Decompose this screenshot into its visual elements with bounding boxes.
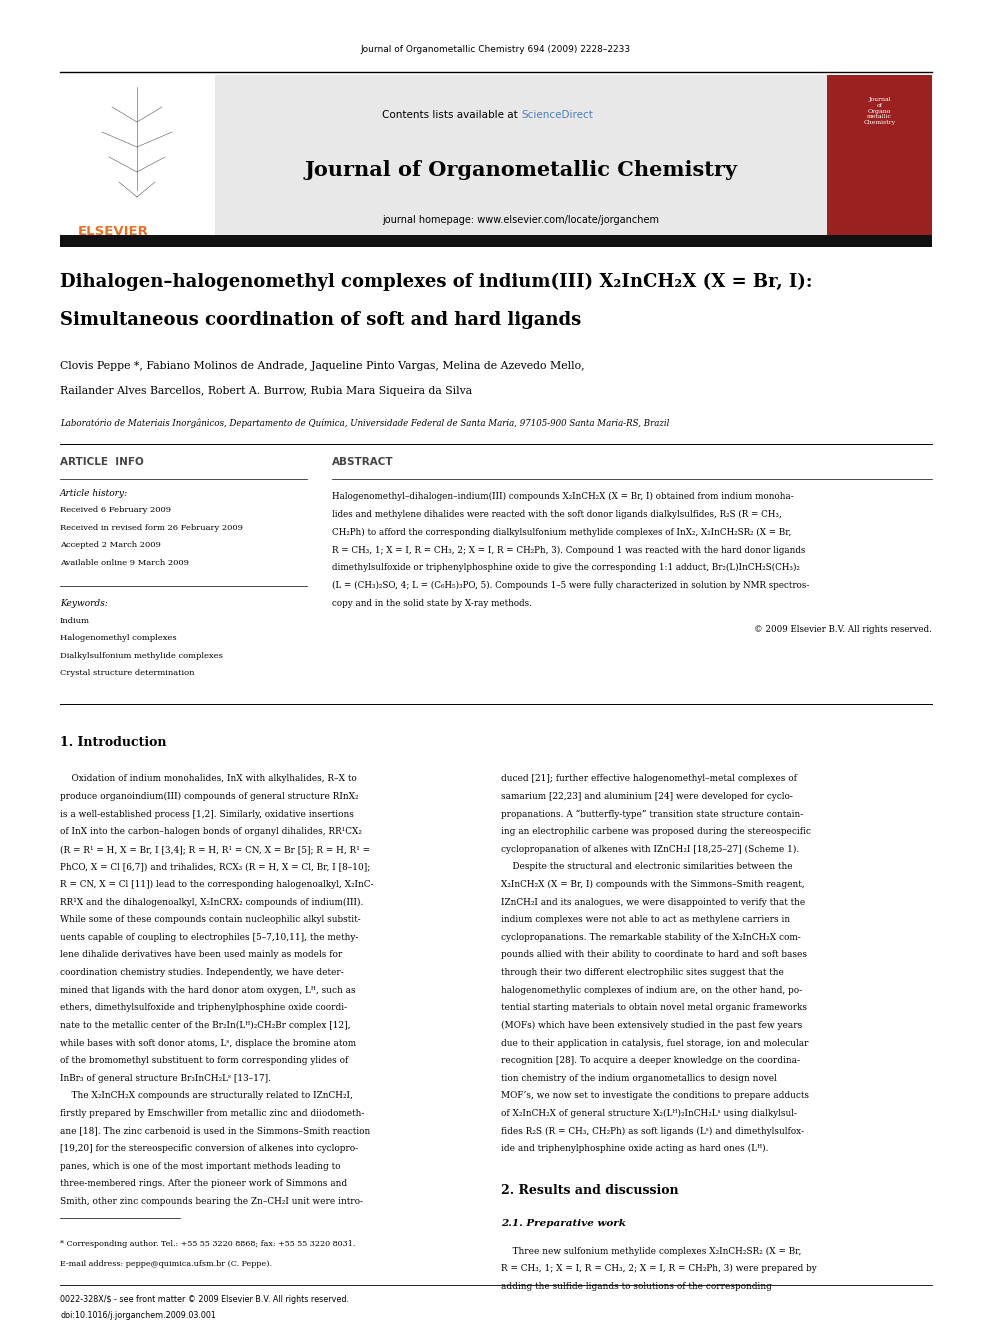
Text: Laboratório de Materiais Inorgânicos, Departamento de Química, Universidade Fede: Laboratório de Materiais Inorgânicos, De… [60,419,670,429]
Text: [19,20] for the stereospecific conversion of alkenes into cyclopro-: [19,20] for the stereospecific conversio… [60,1144,358,1154]
Text: ide and triphenylphosphine oxide acting as hard ones (Lᴴ).: ide and triphenylphosphine oxide acting … [501,1144,769,1154]
Text: nate to the metallic center of the Br₂In(Lᴴ)₂CH₂Br complex [12],: nate to the metallic center of the Br₂In… [60,1021,350,1031]
Text: ELSEVIER: ELSEVIER [78,225,149,238]
Text: © 2009 Elsevier B.V. All rights reserved.: © 2009 Elsevier B.V. All rights reserved… [754,624,932,634]
Text: cyclopropanation of alkenes with IZnCH₂I [18,25–27] (Scheme 1).: cyclopropanation of alkenes with IZnCH₂I… [501,845,800,855]
Text: 2. Results and discussion: 2. Results and discussion [501,1184,679,1197]
Text: MOF’s, we now set to investigate the conditions to prepare adducts: MOF’s, we now set to investigate the con… [501,1091,809,1101]
Text: of InX into the carbon–halogen bonds of organyl dihalides, RR¹CX₂: of InX into the carbon–halogen bonds of … [60,827,362,836]
Text: 1. Introduction: 1. Introduction [60,737,167,750]
Text: duced [21]; further effective halogenomethyl–metal complexes of: duced [21]; further effective halogenome… [501,774,797,783]
Text: 0022-328X/$ - see front matter © 2009 Elsevier B.V. All rights reserved.: 0022-328X/$ - see front matter © 2009 El… [60,1295,349,1304]
Text: cyclopropanations. The remarkable stability of the X₂InCH₂X com-: cyclopropanations. The remarkable stabil… [501,933,801,942]
Text: Journal of Organometallic Chemistry: Journal of Organometallic Chemistry [305,160,737,180]
Text: Simultaneous coordination of soft and hard ligands: Simultaneous coordination of soft and ha… [60,311,581,329]
Text: The X₂InCH₂X compounds are structurally related to IZnCH₂I,: The X₂InCH₂X compounds are structurally … [60,1091,353,1101]
Text: Accepted 2 March 2009: Accepted 2 March 2009 [60,541,161,549]
Text: while bases with soft donor atoms, Lˢ, displace the bromine atom: while bases with soft donor atoms, Lˢ, d… [60,1039,356,1048]
Text: due to their application in catalysis, fuel storage, ion and molecular: due to their application in catalysis, f… [501,1039,808,1048]
Text: CH₂Ph) to afford the corresponding dialkylsulfonium methylide complexes of InX₂,: CH₂Ph) to afford the corresponding dialk… [332,528,792,537]
Bar [60,235,932,247]
Text: Despite the structural and electronic similarities between the: Despite the structural and electronic si… [501,863,793,872]
Text: copy and in the solid state by X-ray methods.: copy and in the solid state by X-ray met… [332,599,532,607]
Text: doi:10.1016/j.jorganchem.2009.03.001: doi:10.1016/j.jorganchem.2009.03.001 [60,1311,216,1320]
Text: (MOFs) which have been extensively studied in the past few years: (MOFs) which have been extensively studi… [501,1021,803,1031]
Text: fides R₂S (R = CH₃, CH₂Ph) as soft ligands (Lˢ) and dimethylsulfox-: fides R₂S (R = CH₃, CH₂Ph) as soft ligan… [501,1126,804,1135]
Text: Available online 9 March 2009: Available online 9 March 2009 [60,560,189,568]
Text: (R = R¹ = H, X = Br, I [3,4]; R = H, R¹ = CN, X = Br [5]; R = H, R¹ =: (R = R¹ = H, X = Br, I [3,4]; R = H, R¹ … [60,845,370,853]
Text: ing an electrophilic carbene was proposed during the stereospecific: ing an electrophilic carbene was propose… [501,827,810,836]
Text: X₂InCH₂X (X = Br, I) compounds with the Simmons–Smith reagent,: X₂InCH₂X (X = Br, I) compounds with the … [501,880,805,889]
Text: lene dihalide derivatives have been used mainly as models for: lene dihalide derivatives have been used… [60,950,342,959]
Text: ABSTRACT: ABSTRACT [332,456,394,467]
Text: R = CH₃, 1; X = I, R = CH₃, 2; X = I, R = CH₂Ph, 3) were prepared by: R = CH₃, 1; X = I, R = CH₃, 2; X = I, R … [501,1265,816,1274]
Text: While some of these compounds contain nucleophilic alkyl substit-: While some of these compounds contain nu… [60,916,361,925]
Text: (L = (CH₃)₂SO, 4; L = (C₆H₅)₃PO, 5). Compounds 1–5 were fully characterized in s: (L = (CH₃)₂SO, 4; L = (C₆H₅)₃PO, 5). Com… [332,581,809,590]
Text: adding the sulfide ligands to solutions of the corresponding: adding the sulfide ligands to solutions … [501,1282,772,1291]
Text: halogenomethylic complexes of indium are, on the other hand, po-: halogenomethylic complexes of indium are… [501,986,803,995]
Text: * Corresponding author. Tel.: +55 55 3220 8868; fax: +55 55 3220 8031.: * Corresponding author. Tel.: +55 55 322… [60,1240,355,1248]
Text: propanations. A “butterfly-type” transition state structure contain-: propanations. A “butterfly-type” transit… [501,810,804,819]
Text: ScienceDirect: ScienceDirect [521,110,593,120]
Text: firstly prepared by Emschwiller from metallic zinc and diiodometh-: firstly prepared by Emschwiller from met… [60,1109,364,1118]
Text: InBr₃ of general structure Br₃InCH₂Lˢ [13–17].: InBr₃ of general structure Br₃InCH₂Lˢ [1… [60,1074,271,1082]
Text: R = CH₃, 1; X = I, R = CH₃, 2; X = I, R = CH₂Ph, 3). Compound 1 was reacted with: R = CH₃, 1; X = I, R = CH₃, 2; X = I, R … [332,545,806,554]
Text: ane [18]. The zinc carbenoid is used in the Simmons–Smith reaction: ane [18]. The zinc carbenoid is used in … [60,1126,370,1135]
Text: PhCO, X = Cl [6,7]) and trihalides, RCX₃ (R = H, X = Cl, Br, I [8–10];: PhCO, X = Cl [6,7]) and trihalides, RCX₃… [60,863,370,872]
Text: lides and methylene dihalides were reacted with the soft donor ligands dialkylsu: lides and methylene dihalides were react… [332,509,782,519]
Text: Three new sulfonium methylide complexes X₂InCH₂SR₂ (X = Br,: Three new sulfonium methylide complexes … [501,1246,802,1256]
Text: ARTICLE  INFO: ARTICLE INFO [60,456,144,467]
Text: Dialkylsulfonium methylide complexes: Dialkylsulfonium methylide complexes [60,652,223,660]
Text: uents capable of coupling to electrophiles [5–7,10,11], the methy-: uents capable of coupling to electrophil… [60,933,358,942]
Text: Article history:: Article history: [60,490,128,497]
Text: mined that ligands with the hard donor atom oxygen, Lᴴ, such as: mined that ligands with the hard donor a… [60,986,355,995]
Text: through their two different electrophilic sites suggest that the: through their two different electrophili… [501,968,784,978]
Text: indium complexes were not able to act as methylene carriers in: indium complexes were not able to act as… [501,916,790,925]
Text: Journal of Organometallic Chemistry 694 (2009) 2228–2233: Journal of Organometallic Chemistry 694 … [361,45,631,54]
Text: Smith, other zinc compounds bearing the Zn–CH₂I unit were intro-: Smith, other zinc compounds bearing the … [60,1197,363,1205]
Bar [215,75,827,235]
Text: journal homepage: www.elsevier.com/locate/jorganchem: journal homepage: www.elsevier.com/locat… [383,216,660,225]
Text: 2.1. Preparative work: 2.1. Preparative work [501,1218,626,1228]
Text: Indium: Indium [60,617,90,624]
Text: ethers, dimethylsulfoxide and triphenylphosphine oxide coordi-: ethers, dimethylsulfoxide and triphenylp… [60,1003,347,1012]
Text: Clovis Peppe *, Fabiano Molinos de Andrade, Jaqueline Pinto Vargas, Melina de Az: Clovis Peppe *, Fabiano Molinos de Andra… [60,361,584,370]
Text: Crystal structure determination: Crystal structure determination [60,669,194,677]
Text: tion chemistry of the indium organometallics to design novel: tion chemistry of the indium organometal… [501,1074,777,1082]
Text: three-membered rings. After the pioneer work of Simmons and: three-membered rings. After the pioneer … [60,1179,347,1188]
Text: Oxidation of indium monohalides, InX with alkylhalides, R–X to: Oxidation of indium monohalides, InX wit… [60,774,357,783]
Text: panes, which is one of the most important methods leading to: panes, which is one of the most importan… [60,1162,340,1171]
Text: recognition [28]. To acquire a deeper knowledge on the coordina-: recognition [28]. To acquire a deeper kn… [501,1056,800,1065]
Text: tential starting materials to obtain novel metal organic frameworks: tential starting materials to obtain nov… [501,1003,807,1012]
Text: of the bromomethyl substituent to form corresponding ylides of: of the bromomethyl substituent to form c… [60,1056,348,1065]
Text: Received in revised form 26 February 2009: Received in revised form 26 February 200… [60,524,243,532]
Text: dimethylsulfoxide or triphenylphosphine oxide to give the corresponding 1:1 addu: dimethylsulfoxide or triphenylphosphine … [332,564,801,573]
Text: Railander Alves Barcellos, Robert A. Burrow, Rubia Mara Siqueira da Silva: Railander Alves Barcellos, Robert A. Bur… [60,386,472,396]
Text: IZnCH₂I and its analogues, we were disappointed to verify that the: IZnCH₂I and its analogues, we were disap… [501,898,806,906]
Bar [827,75,932,235]
Text: coordination chemistry studies. Independently, we have deter-: coordination chemistry studies. Independ… [60,968,344,978]
Text: Keywords:: Keywords: [60,599,108,609]
Bar [60,75,215,235]
Text: Journal
of
Organo
metallic
Chemistry: Journal of Organo metallic Chemistry [863,97,896,126]
Text: is a well-established process [1,2]. Similarly, oxidative insertions: is a well-established process [1,2]. Sim… [60,810,354,819]
Text: RR¹X and the dihalogenoalkyl, X₂InCRX₂ compounds of indium(III).: RR¹X and the dihalogenoalkyl, X₂InCRX₂ c… [60,898,363,906]
Text: of X₂InCH₂X of general structure X₂(Lᴴ)₂InCH₂Lˢ using dialkylsul-: of X₂InCH₂X of general structure X₂(Lᴴ)₂… [501,1109,797,1118]
Text: pounds allied with their ability to coordinate to hard and soft bases: pounds allied with their ability to coor… [501,950,807,959]
Text: E-mail address: peppe@quimica.ufsm.br (C. Peppe).: E-mail address: peppe@quimica.ufsm.br (C… [60,1259,272,1267]
Text: R = CN, X = Cl [11]) lead to the corresponding halogenoalkyl, X₂InC-: R = CN, X = Cl [11]) lead to the corresp… [60,880,374,889]
Text: Contents lists available at: Contents lists available at [382,110,521,120]
Text: Halogenomethyl–dihalogen–indium(III) compounds X₂InCH₂X (X = Br, I) obtained fro: Halogenomethyl–dihalogen–indium(III) com… [332,492,794,501]
Text: Dihalogen–halogenomethyl complexes of indium(III) X₂InCH₂X (X = Br, I):: Dihalogen–halogenomethyl complexes of in… [60,273,812,291]
Text: samarium [22,23] and aluminium [24] were developed for cyclo-: samarium [22,23] and aluminium [24] were… [501,792,793,802]
Text: Halogenomethyl complexes: Halogenomethyl complexes [60,635,177,643]
Text: produce organoindium(III) compounds of general structure RInX₂: produce organoindium(III) compounds of g… [60,792,358,802]
Text: Received 6 February 2009: Received 6 February 2009 [60,507,172,515]
